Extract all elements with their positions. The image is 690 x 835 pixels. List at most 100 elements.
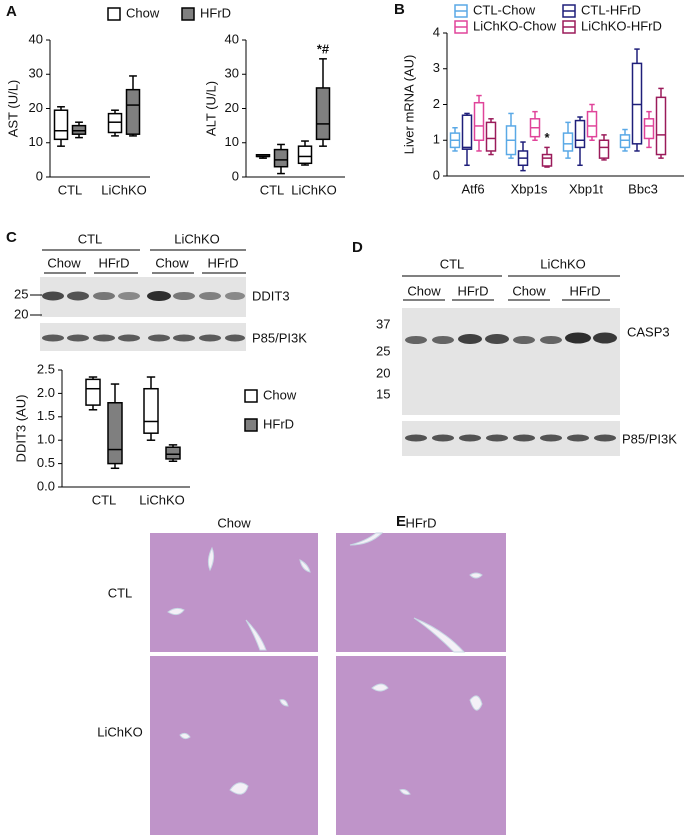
box (165, 446, 181, 460)
box (619, 134, 631, 149)
histology: Chow HFrD CTL LiChKO (97, 515, 506, 835)
y-tick-label: 0 (433, 167, 440, 182)
box (574, 119, 586, 149)
band-label: P85/PI3K (252, 330, 307, 345)
y-tick-label: 30 (29, 66, 43, 81)
x-tick-label: Xbp1t (569, 181, 603, 196)
box (315, 87, 331, 141)
y-tick-label: 1.0 (37, 432, 55, 447)
y-tick-label: 10 (29, 134, 43, 149)
blot-c: CTL LiChKO Chow HFrD Chow HFrD 25 20 DDI… (14, 231, 307, 351)
marker-label: 25 (14, 286, 28, 301)
y-tick-label: 1 (433, 132, 440, 147)
box (143, 387, 159, 434)
band-label: DDIT3 (252, 288, 290, 303)
column-label: Chow (217, 515, 251, 530)
y-tick-label: 1.5 (37, 408, 55, 423)
y-axis-label: Liver mRNA (AU) (401, 55, 416, 155)
y-axis-label: ALT (U/L) (203, 81, 218, 136)
box (631, 62, 643, 145)
x-tick-label: LiChKO (101, 182, 147, 197)
x-tick-label: LiChKO (291, 182, 337, 197)
y-tick-label: 3 (433, 60, 440, 75)
y-axis-label: DDIT3 (AU) (13, 395, 28, 463)
box (598, 139, 610, 159)
group-label: LiChKO (540, 256, 586, 271)
panel-label: C (6, 229, 17, 246)
box (643, 118, 655, 140)
box (107, 112, 123, 134)
blot-d: CTL LiChKO Chow HFrD Chow HFrD 37 25 20 … (376, 256, 677, 456)
marker-label: 25 (376, 343, 390, 358)
group-label: CTL (440, 256, 465, 271)
panel-label: D (352, 239, 363, 256)
box (473, 101, 485, 141)
legend-label: HFrD (200, 5, 231, 20)
box (586, 110, 598, 138)
y-tick-label: 0.5 (37, 455, 55, 470)
box (297, 145, 313, 165)
box (655, 96, 667, 156)
annotation: * (544, 130, 550, 145)
y-tick-label: 40 (29, 31, 43, 46)
panel-label: B (394, 1, 405, 18)
histology-image (336, 656, 506, 835)
legend-swatch (244, 418, 258, 432)
legend-swatch (107, 7, 121, 21)
bands (405, 332, 617, 344)
box (461, 114, 473, 150)
y-tick-label: 30 (225, 66, 239, 81)
legend-label: CTL-Chow (473, 2, 536, 17)
y-tick-label: 2.0 (37, 385, 55, 400)
legend-swatch (181, 7, 195, 21)
box (541, 153, 553, 167)
band-label: P85/PI3K (622, 431, 677, 446)
bands (42, 334, 245, 342)
x-tick-label: Bbc3 (628, 181, 658, 196)
diet-label: HFrD (569, 283, 600, 298)
bands (42, 291, 245, 301)
box (562, 132, 574, 152)
diet-label: Chow (407, 283, 441, 298)
marker-label: 15 (376, 386, 390, 401)
group-label: CTL (78, 231, 103, 246)
blot-strip (402, 308, 620, 415)
annotation: *# (317, 41, 330, 56)
vessels (167, 532, 483, 795)
band-label: CASP3 (627, 324, 670, 339)
legend-label: CTL-HFrD (581, 2, 641, 17)
y-tick-label: 2 (433, 96, 440, 111)
x-tick-label: Xbp1s (511, 181, 548, 196)
diet-label: Chow (47, 255, 81, 270)
bands (405, 434, 616, 442)
y-tick-label: 40 (225, 31, 239, 46)
legend-label: Chow (126, 5, 160, 20)
histology-image (336, 533, 506, 652)
x-tick-label: Atf6 (461, 181, 484, 196)
y-tick-label: 20 (225, 100, 239, 115)
box (485, 121, 497, 152)
y-tick-label: 0 (232, 168, 239, 183)
x-tick-label: CTL (58, 182, 83, 197)
marker-label: 20 (376, 365, 390, 380)
marker-label: 37 (376, 316, 390, 331)
diet-label: Chow (155, 255, 189, 270)
diet-label: Chow (512, 283, 546, 298)
y-tick-label: 20 (29, 100, 43, 115)
legend-swatch (244, 389, 258, 403)
box (107, 402, 123, 465)
y-axis-label: AST (U/L) (5, 80, 20, 138)
legend-label: HFrD (263, 416, 294, 431)
row-label: CTL (108, 585, 133, 600)
y-tick-label: 0 (36, 168, 43, 183)
group-label: LiChKO (174, 231, 220, 246)
y-tick-label: 4 (433, 24, 440, 39)
legend-label: LiChKO-Chow (473, 18, 557, 33)
box (71, 124, 87, 135)
panel-label: E (396, 513, 406, 530)
marker-label: 20 (14, 306, 28, 321)
histology-image (150, 533, 318, 652)
box (273, 148, 289, 168)
